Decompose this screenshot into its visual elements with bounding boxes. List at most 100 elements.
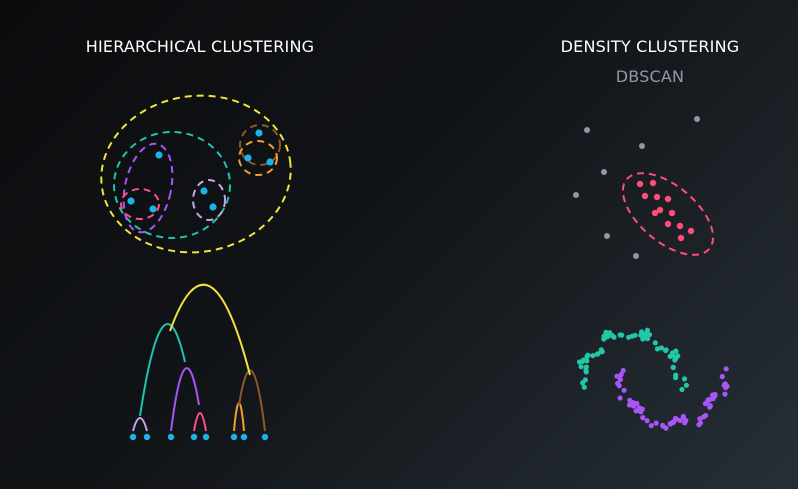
moon-point-purple <box>648 423 654 429</box>
cluster-point <box>664 220 672 228</box>
data-point <box>200 187 208 195</box>
moon-point-purple <box>697 420 704 426</box>
moon-point-purple <box>638 409 644 415</box>
moon-point-teal <box>646 332 653 338</box>
noise-point <box>694 116 700 122</box>
moon-point-purple <box>703 412 709 419</box>
moon-point-purple <box>707 404 713 410</box>
cluster-point <box>687 227 695 235</box>
moon-point-teal <box>601 335 607 341</box>
moon-point-teal <box>583 364 590 370</box>
moon-cluster-teal <box>576 327 690 393</box>
moon-point-teal <box>598 347 604 353</box>
data-point <box>255 129 263 137</box>
moon-cluster-purple <box>614 366 730 431</box>
moon-point-purple <box>677 417 683 424</box>
moon-point-purple <box>626 402 633 408</box>
dendrogram-link-pink <box>193 412 207 432</box>
leaf-point <box>230 433 238 441</box>
moon-point-teal <box>584 354 590 360</box>
data-point <box>149 205 157 213</box>
moon-point-purple <box>618 371 624 378</box>
moon-point-purple <box>719 374 725 380</box>
cluster-point <box>676 222 684 230</box>
cluster-outline-yellow <box>100 94 292 254</box>
cluster-outline-orange <box>238 140 278 176</box>
hierarchical-clustering-title: HIERARCHICAL CLUSTERING <box>85 37 315 56</box>
noise-point <box>601 169 607 175</box>
dendrogram-link-purple <box>170 367 200 432</box>
noise-point <box>604 233 610 239</box>
moon-point-purple <box>634 400 640 407</box>
moon-point-purple <box>722 391 728 397</box>
moon-point-purple <box>705 397 711 403</box>
data-point <box>209 203 217 211</box>
moon-point-teal <box>683 382 690 388</box>
data-point <box>155 151 163 159</box>
moon-point-teal <box>595 351 601 357</box>
moon-point-teal <box>673 348 679 354</box>
cluster-point <box>664 195 672 203</box>
moon-point-teal <box>672 357 678 363</box>
data-point <box>244 154 252 162</box>
leaf-point <box>240 433 248 441</box>
dbscan-noise-points <box>573 116 700 259</box>
dendrogram-link-lavender <box>132 417 148 432</box>
cluster-outline-pink <box>120 188 160 220</box>
leaf-point <box>129 433 137 441</box>
moon-point-teal <box>652 340 658 346</box>
noise-point <box>584 127 590 133</box>
cluster-point <box>656 206 664 214</box>
moon-point-purple <box>712 393 718 399</box>
noise-point <box>639 143 645 149</box>
moon-point-teal <box>663 347 669 353</box>
cluster-point <box>668 209 676 217</box>
dendrogram-link-brown <box>238 369 266 432</box>
moon-point-purple <box>667 421 673 427</box>
cluster-outline-lavender <box>192 179 226 221</box>
moon-point-purple <box>614 373 620 379</box>
moon-point-teal <box>581 384 587 390</box>
leaf-point <box>202 433 210 441</box>
hierarchical-clusters <box>100 94 292 254</box>
dendrogram-link-teal <box>139 323 186 417</box>
moon-point-purple <box>616 383 622 389</box>
moon-point-purple <box>663 425 669 431</box>
noise-point <box>573 192 579 198</box>
moon-point-teal <box>681 376 688 382</box>
moon-point-purple <box>620 367 626 374</box>
data-point <box>127 197 135 205</box>
moon-point-purple <box>722 381 728 387</box>
cluster-point <box>649 179 657 187</box>
leaf-point <box>167 433 175 441</box>
dbscan-cluster-points <box>636 179 695 242</box>
data-point <box>266 158 274 166</box>
moon-point-purple <box>644 418 650 424</box>
noise-point <box>633 253 639 259</box>
dbscan-cluster-outline <box>621 172 715 256</box>
moon-point-teal <box>679 386 685 393</box>
cluster-point <box>653 193 661 201</box>
moon-point-teal <box>619 332 625 338</box>
moon-point-teal <box>578 364 584 370</box>
cluster-point <box>651 209 659 217</box>
cluster-outline-brown <box>239 124 281 166</box>
moon-point-purple <box>617 376 624 383</box>
moon-point-teal <box>644 336 651 342</box>
cluster-outline-teal <box>113 131 231 239</box>
moon-point-teal <box>632 332 638 338</box>
moon-point-teal <box>584 358 590 364</box>
leaf-point <box>261 433 269 441</box>
leaf-point <box>143 433 151 441</box>
moon-point-teal <box>667 353 673 359</box>
hierarchical-points <box>127 129 274 213</box>
cluster-outline-purple <box>122 142 174 234</box>
leaf-point <box>190 433 198 441</box>
dbscan-subtitle: DBSCAN <box>615 67 685 86</box>
moon-point-teal <box>611 334 617 340</box>
moon-point-teal <box>658 345 665 351</box>
moon-point-purple <box>683 418 689 424</box>
dendrogram-leaves <box>129 433 269 441</box>
